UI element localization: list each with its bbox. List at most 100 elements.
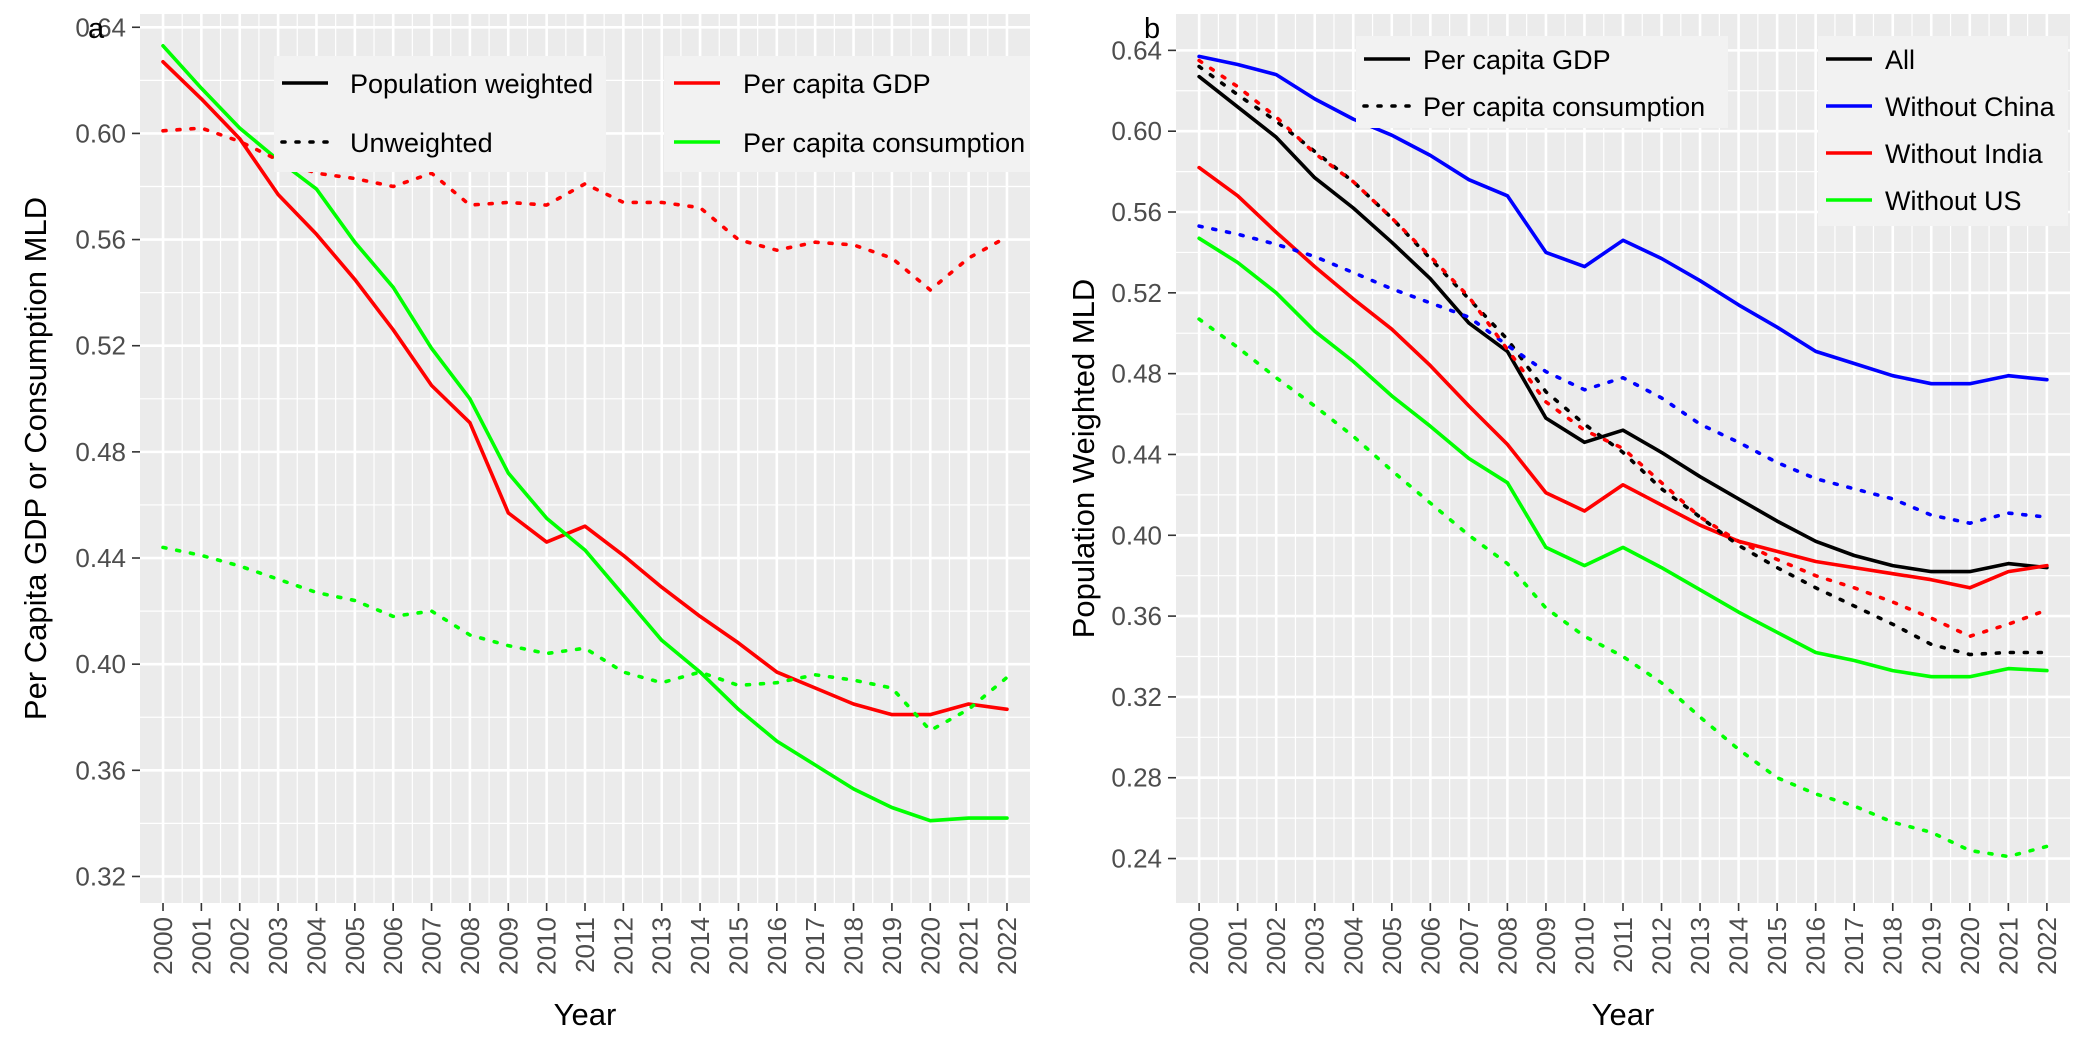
y-tick-label: 0.52 bbox=[75, 331, 126, 361]
x-tick-label: 2017 bbox=[1839, 917, 1869, 975]
x-tick-label: 2020 bbox=[915, 917, 945, 975]
x-tick-label: 2016 bbox=[762, 917, 792, 975]
solid-series-line bbox=[161, 43, 1009, 823]
y-axis-title: Per Capita GDP or Consumption MLD bbox=[18, 197, 53, 720]
x-tick-label: 2001 bbox=[186, 917, 216, 975]
x-tick-label: 2002 bbox=[225, 917, 255, 975]
x-tick-label: 2014 bbox=[685, 917, 715, 975]
x-tick-label: 2016 bbox=[1801, 917, 1831, 975]
x-tick-label: 2006 bbox=[378, 917, 408, 975]
y-tick-label: 0.48 bbox=[1111, 359, 1162, 389]
x-tick-label: 2004 bbox=[301, 917, 331, 975]
x-tick-label: 2015 bbox=[1762, 917, 1792, 975]
y-tick-label: 0.32 bbox=[75, 861, 126, 891]
y-tick-label: 0.60 bbox=[75, 118, 126, 148]
x-tick-label: 2009 bbox=[1531, 917, 1561, 975]
x-tick-label: 2009 bbox=[493, 917, 523, 975]
solid-series-line bbox=[161, 59, 1009, 717]
x-axis-title: Year bbox=[554, 997, 617, 1032]
color-legend: All Without China Without India Without US bbox=[1818, 36, 2068, 226]
y-tick-label: 0.36 bbox=[1111, 601, 1162, 631]
y-tick-label: 0.64 bbox=[75, 12, 126, 42]
legend-background bbox=[664, 56, 1030, 172]
legend-background bbox=[1356, 36, 1728, 128]
x-tick-label: 2022 bbox=[992, 917, 1022, 975]
legend-label: Without China bbox=[1885, 92, 2056, 122]
y-tick-label: 0.64 bbox=[1111, 35, 1162, 65]
y-tick-label: 0.60 bbox=[1111, 116, 1162, 146]
x-tick-label: 2022 bbox=[2032, 917, 2062, 975]
x-tick-label: 2012 bbox=[1647, 917, 1677, 975]
x-tick-label: 2015 bbox=[723, 917, 753, 975]
x-tick-label: 2014 bbox=[1724, 917, 1754, 975]
legend-label: All bbox=[1885, 45, 1915, 75]
panel-a: 0.32 0.36 0.40 0.44 0.48 0.52 0.56 0.60 0.64 2000… bbox=[18, 12, 1030, 1032]
y-tick-label: 0.36 bbox=[75, 755, 126, 785]
linetype-legend: Population weighted Unweighted bbox=[274, 56, 606, 172]
y-tick-label: 0.44 bbox=[75, 543, 126, 573]
x-tick-label: 2018 bbox=[839, 917, 869, 975]
x-tick-label: 2008 bbox=[1492, 917, 1522, 975]
x-tick-label: 2010 bbox=[1569, 917, 1599, 975]
x-tick-label: 2017 bbox=[800, 917, 830, 975]
legend-label: Per capita GDP bbox=[743, 69, 931, 99]
panel-label: b bbox=[1144, 13, 1160, 45]
x-axis-title: Year bbox=[1592, 997, 1655, 1032]
legend-label: Unweighted bbox=[350, 128, 493, 158]
x-tick-label: 2001 bbox=[1223, 917, 1253, 975]
x-tick-label: 2007 bbox=[417, 917, 447, 975]
y-axis-title: Population Weighted MLD bbox=[1066, 279, 1101, 639]
y-tick-label: 0.48 bbox=[75, 437, 126, 467]
x-tick-label: 2000 bbox=[148, 917, 178, 975]
x-tick-label: 2020 bbox=[1955, 917, 1985, 975]
x-tick-label: 2000 bbox=[1184, 917, 1214, 975]
x-tick-label: 2007 bbox=[1454, 917, 1484, 975]
x-tick-label: 2011 bbox=[1608, 917, 1638, 973]
solid-series-line bbox=[1197, 236, 2049, 679]
legend-label: Without US bbox=[1885, 186, 2022, 216]
x-tick-label: 2010 bbox=[532, 917, 562, 975]
x-tick-label: 2006 bbox=[1415, 917, 1445, 975]
x-tick-label: 2013 bbox=[647, 917, 677, 975]
x-tick-label: 2002 bbox=[1261, 917, 1291, 975]
y-tick-label: 0.56 bbox=[75, 225, 126, 255]
x-tick-label: 2003 bbox=[263, 917, 293, 975]
x-tick-label: 2005 bbox=[1377, 917, 1407, 975]
x-tick-label: 2011 bbox=[570, 917, 600, 973]
y-tick-label: 0.44 bbox=[1111, 439, 1162, 469]
x-tick-label: 2004 bbox=[1338, 917, 1368, 975]
x-tick-label: 2005 bbox=[340, 917, 370, 975]
linetype-legend: Per capita GDP Per capita consumption bbox=[1356, 36, 1728, 128]
solid-series-line bbox=[1197, 54, 2049, 386]
y-tick-label: 0.52 bbox=[1111, 278, 1162, 308]
solid-series-line bbox=[1197, 74, 2049, 574]
dotted-series-line bbox=[1197, 58, 2049, 639]
dotted-series-line bbox=[161, 126, 1009, 292]
color-legend: Per capita GDP Per capita consumption bbox=[664, 56, 1030, 172]
y-tick-label: 0.40 bbox=[1111, 520, 1162, 550]
x-tick-label: 2021 bbox=[954, 917, 984, 975]
y-tick-label: 0.56 bbox=[1111, 197, 1162, 227]
panel-label: a bbox=[88, 13, 105, 45]
legend-label: Population weighted bbox=[350, 69, 593, 99]
solid-series-line bbox=[1197, 165, 2049, 590]
y-tick-label: 0.24 bbox=[1111, 844, 1162, 874]
panel-b: 0.24 0.28 0.32 0.36 0.40 0.44 0.48 0.52 0.56 0.60… bbox=[1066, 13, 2070, 1032]
x-tick-label: 2012 bbox=[608, 917, 638, 975]
legend-background bbox=[1818, 36, 2068, 226]
legend-label: Per capita consumption bbox=[1423, 92, 1705, 122]
y-tick-label: 0.40 bbox=[75, 649, 126, 679]
legend-background bbox=[274, 56, 606, 172]
legend-label: Per capita consumption bbox=[743, 128, 1025, 158]
x-tick-label: 2021 bbox=[1993, 917, 2023, 975]
dotted-series-line bbox=[1197, 224, 2049, 526]
x-tick-label: 2008 bbox=[455, 917, 485, 975]
y-tick-label: 0.32 bbox=[1111, 682, 1162, 712]
legend-label: Per capita GDP bbox=[1423, 45, 1611, 75]
x-tick-label: 2013 bbox=[1685, 917, 1715, 975]
x-tick-label: 2019 bbox=[877, 917, 907, 975]
x-tick-label: 2019 bbox=[1916, 917, 1946, 975]
y-tick-label: 0.28 bbox=[1111, 763, 1162, 793]
legend-label: Without India bbox=[1885, 139, 2044, 169]
